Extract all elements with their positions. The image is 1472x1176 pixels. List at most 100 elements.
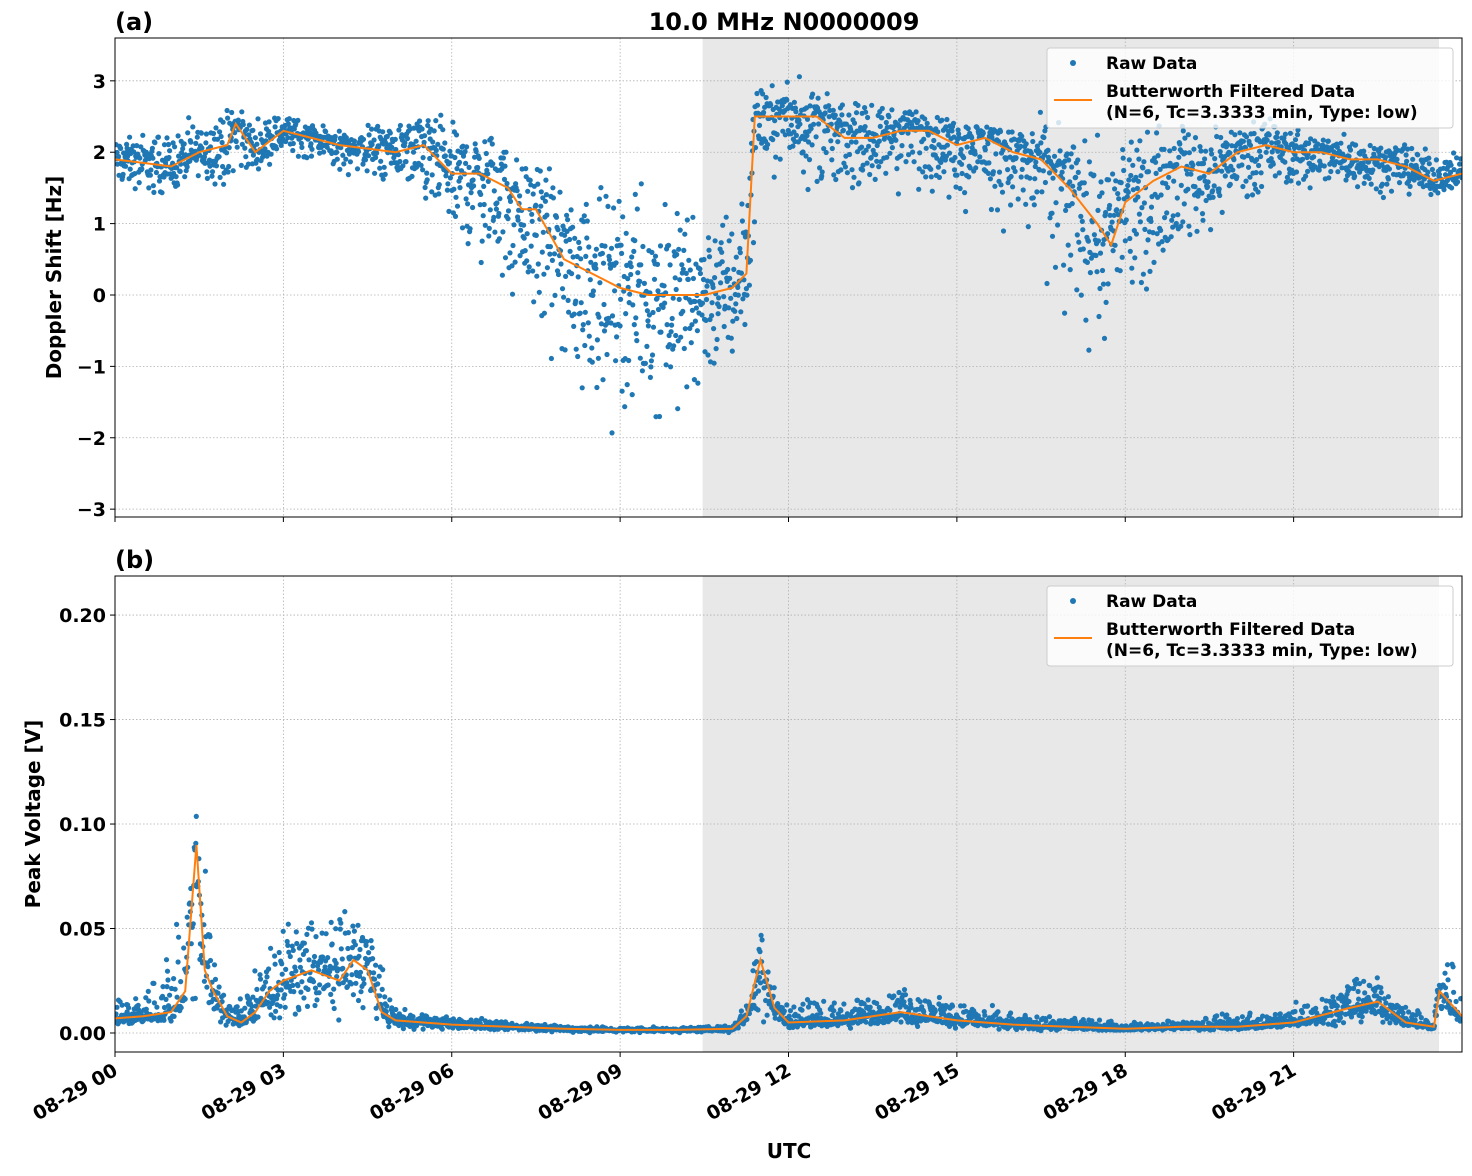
raw-point (204, 169, 209, 174)
raw-point (833, 113, 838, 118)
raw-point (1386, 176, 1391, 181)
raw-point (760, 937, 765, 942)
raw-point (879, 115, 884, 120)
raw-point (1074, 287, 1079, 292)
raw-point (151, 981, 156, 986)
raw-point (1138, 173, 1143, 178)
raw-point (755, 1007, 760, 1012)
raw-point (820, 169, 825, 174)
raw-point (1033, 160, 1038, 165)
raw-point (890, 145, 895, 150)
raw-point (381, 177, 386, 182)
raw-point (891, 993, 896, 998)
raw-point (1095, 208, 1100, 213)
raw-point (193, 996, 198, 1001)
raw-point (924, 146, 929, 151)
raw-point (1127, 157, 1132, 162)
raw-point (569, 271, 574, 276)
raw-point (1139, 280, 1144, 285)
raw-point (1201, 174, 1206, 179)
raw-point (1387, 166, 1392, 171)
raw-point (790, 144, 795, 149)
raw-point (1230, 167, 1235, 172)
raw-point (738, 309, 743, 314)
raw-point (405, 136, 410, 141)
raw-point (1112, 186, 1117, 191)
raw-point (328, 992, 333, 997)
raw-point (330, 999, 335, 1004)
raw-point (761, 1019, 766, 1024)
raw-point (1041, 168, 1046, 173)
raw-point (213, 977, 218, 982)
raw-point (1125, 183, 1130, 188)
raw-point (1288, 131, 1293, 136)
raw-point (730, 349, 735, 354)
raw-point (452, 155, 457, 160)
raw-point (1300, 157, 1305, 162)
raw-point (377, 166, 382, 171)
raw-point (419, 163, 424, 168)
raw-point (609, 430, 614, 435)
raw-point (757, 975, 762, 980)
raw-point (500, 229, 505, 234)
raw-point (183, 997, 188, 1002)
raw-point (305, 987, 310, 992)
raw-point (1179, 183, 1184, 188)
raw-point (1362, 181, 1367, 186)
raw-point (324, 931, 329, 936)
raw-point (529, 244, 534, 249)
raw-point (682, 346, 687, 351)
raw-point (213, 125, 218, 130)
raw-point (688, 267, 693, 272)
raw-point (377, 993, 382, 998)
raw-point (752, 219, 757, 224)
raw-point (567, 237, 572, 242)
raw-point (571, 324, 576, 329)
raw-point (151, 183, 156, 188)
raw-point (995, 1009, 1000, 1014)
raw-point (681, 248, 686, 253)
raw-point (388, 130, 393, 135)
raw-point (679, 262, 684, 267)
raw-point (339, 946, 344, 951)
raw-point (497, 236, 502, 241)
raw-point (343, 157, 348, 162)
raw-point (278, 1004, 283, 1009)
raw-point (1060, 170, 1065, 175)
raw-point (925, 121, 930, 126)
raw-point (156, 135, 161, 140)
raw-point (952, 155, 957, 160)
raw-point (614, 260, 619, 265)
raw-point (420, 126, 425, 131)
raw-point (268, 946, 273, 951)
raw-point (377, 974, 382, 979)
raw-point (133, 186, 138, 191)
raw-point (699, 312, 704, 317)
raw-point (923, 174, 928, 179)
raw-point (258, 131, 263, 136)
raw-point (632, 322, 637, 327)
panel-label: (a) (115, 8, 153, 36)
raw-point (202, 979, 207, 984)
raw-point (313, 986, 318, 991)
raw-point (255, 116, 260, 121)
raw-point (632, 238, 637, 243)
raw-point (1212, 156, 1217, 161)
raw-point (657, 414, 662, 419)
raw-point (454, 132, 459, 137)
raw-point (754, 959, 759, 964)
raw-point (336, 1017, 341, 1022)
raw-point (437, 182, 442, 187)
raw-point (784, 1002, 789, 1007)
raw-point (561, 295, 566, 300)
raw-point (898, 153, 903, 158)
raw-point (488, 207, 493, 212)
raw-point (981, 131, 986, 136)
raw-point (210, 169, 215, 174)
raw-point (178, 169, 183, 174)
raw-point (338, 921, 343, 926)
raw-point (1321, 138, 1326, 143)
raw-point (351, 992, 356, 997)
raw-point (706, 235, 711, 240)
raw-point (939, 118, 944, 123)
